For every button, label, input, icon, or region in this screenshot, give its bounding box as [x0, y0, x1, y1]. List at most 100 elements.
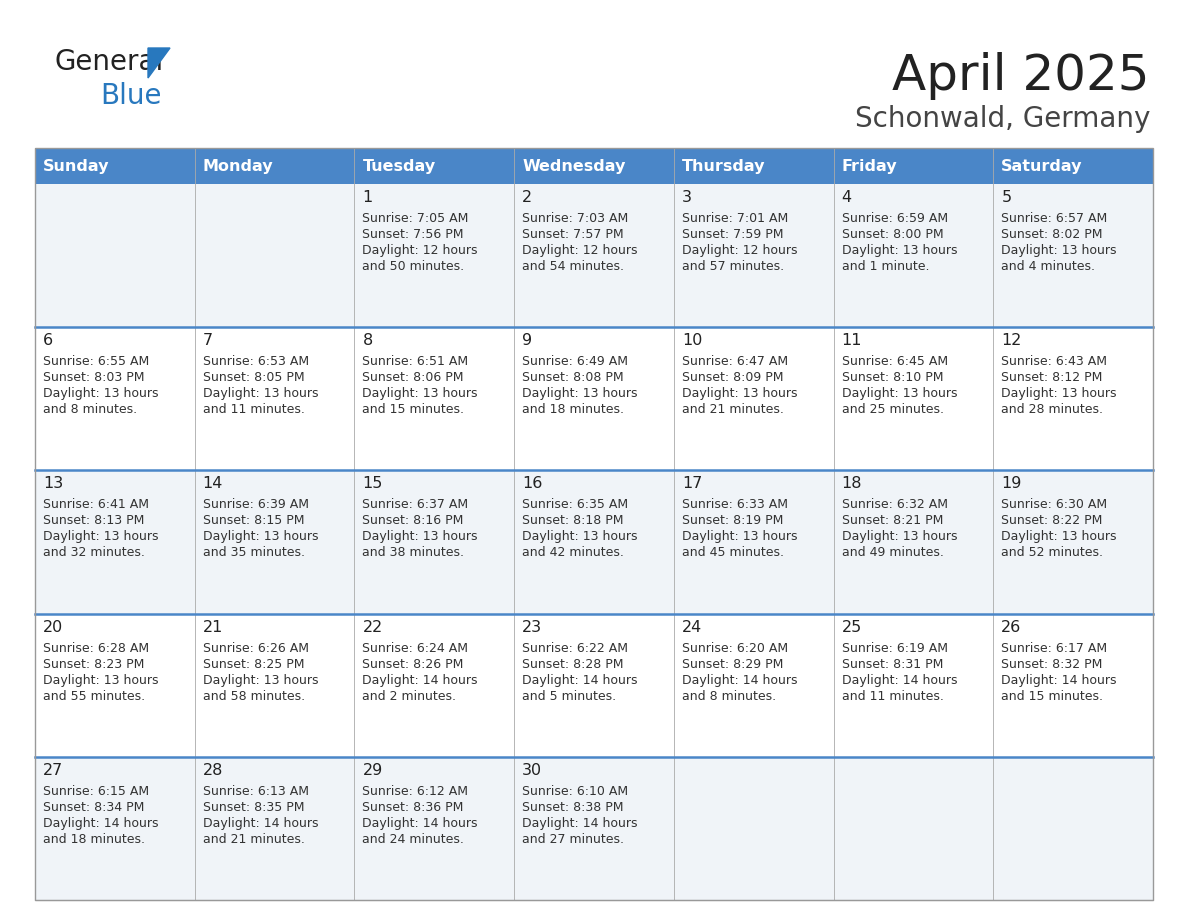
- Text: Daylight: 13 hours: Daylight: 13 hours: [841, 531, 958, 543]
- Text: Daylight: 13 hours: Daylight: 13 hours: [362, 531, 478, 543]
- Text: Sunset: 8:10 PM: Sunset: 8:10 PM: [841, 371, 943, 385]
- Text: Sunset: 8:15 PM: Sunset: 8:15 PM: [203, 514, 304, 528]
- Text: and 54 minutes.: and 54 minutes.: [523, 260, 624, 273]
- Text: 17: 17: [682, 476, 702, 491]
- Text: Sunrise: 6:39 AM: Sunrise: 6:39 AM: [203, 498, 309, 511]
- Text: and 57 minutes.: and 57 minutes.: [682, 260, 784, 273]
- Text: and 28 minutes.: and 28 minutes.: [1001, 403, 1104, 416]
- Text: Sunset: 8:23 PM: Sunset: 8:23 PM: [43, 657, 145, 671]
- Text: Daylight: 13 hours: Daylight: 13 hours: [841, 387, 958, 400]
- Bar: [34, 184, 1154, 327]
- Text: Daylight: 14 hours: Daylight: 14 hours: [362, 817, 478, 830]
- Bar: [674, 148, 834, 184]
- Text: Sunset: 8:19 PM: Sunset: 8:19 PM: [682, 514, 783, 528]
- Text: and 8 minutes.: and 8 minutes.: [682, 689, 776, 702]
- Text: Daylight: 13 hours: Daylight: 13 hours: [1001, 531, 1117, 543]
- Text: 24: 24: [682, 620, 702, 634]
- Text: Sunrise: 6:12 AM: Sunrise: 6:12 AM: [362, 785, 468, 798]
- Bar: [514, 148, 674, 184]
- Text: Sunday: Sunday: [43, 159, 109, 174]
- Text: 23: 23: [523, 620, 542, 634]
- Text: Sunset: 8:06 PM: Sunset: 8:06 PM: [362, 371, 465, 385]
- Text: Sunrise: 6:49 AM: Sunrise: 6:49 AM: [523, 355, 628, 368]
- Text: 11: 11: [841, 333, 862, 348]
- Text: Daylight: 13 hours: Daylight: 13 hours: [203, 531, 318, 543]
- Text: Daylight: 13 hours: Daylight: 13 hours: [1001, 387, 1117, 400]
- Text: Sunrise: 6:24 AM: Sunrise: 6:24 AM: [362, 642, 468, 655]
- Text: 1: 1: [362, 190, 373, 205]
- Text: Sunrise: 6:37 AM: Sunrise: 6:37 AM: [362, 498, 468, 511]
- Text: and 25 minutes.: and 25 minutes.: [841, 403, 943, 416]
- Text: Daylight: 14 hours: Daylight: 14 hours: [523, 674, 638, 687]
- Text: Daylight: 13 hours: Daylight: 13 hours: [43, 531, 158, 543]
- Text: Sunrise: 6:57 AM: Sunrise: 6:57 AM: [1001, 212, 1107, 225]
- Text: Sunrise: 6:20 AM: Sunrise: 6:20 AM: [682, 642, 788, 655]
- Text: Sunrise: 6:28 AM: Sunrise: 6:28 AM: [43, 642, 150, 655]
- Text: and 32 minutes.: and 32 minutes.: [43, 546, 145, 559]
- Text: Sunrise: 6:43 AM: Sunrise: 6:43 AM: [1001, 355, 1107, 368]
- Text: Sunrise: 6:10 AM: Sunrise: 6:10 AM: [523, 785, 628, 798]
- Text: and 11 minutes.: and 11 minutes.: [841, 689, 943, 702]
- Text: 8: 8: [362, 333, 373, 348]
- Text: Daylight: 13 hours: Daylight: 13 hours: [841, 244, 958, 257]
- Text: Sunset: 8:28 PM: Sunset: 8:28 PM: [523, 657, 624, 671]
- Text: Daylight: 14 hours: Daylight: 14 hours: [43, 817, 158, 830]
- Text: Daylight: 13 hours: Daylight: 13 hours: [43, 387, 158, 400]
- Text: April 2025: April 2025: [892, 52, 1150, 100]
- Text: 25: 25: [841, 620, 861, 634]
- Text: 19: 19: [1001, 476, 1022, 491]
- Text: Sunrise: 7:01 AM: Sunrise: 7:01 AM: [682, 212, 788, 225]
- Text: Sunrise: 7:05 AM: Sunrise: 7:05 AM: [362, 212, 469, 225]
- Text: and 49 minutes.: and 49 minutes.: [841, 546, 943, 559]
- Text: and 4 minutes.: and 4 minutes.: [1001, 260, 1095, 273]
- Text: Schonwald, Germany: Schonwald, Germany: [854, 105, 1150, 133]
- Bar: [195, 148, 354, 184]
- Text: and 21 minutes.: and 21 minutes.: [682, 403, 784, 416]
- Text: and 24 minutes.: and 24 minutes.: [362, 833, 465, 845]
- Text: 18: 18: [841, 476, 862, 491]
- Text: Monday: Monday: [203, 159, 273, 174]
- Text: and 11 minutes.: and 11 minutes.: [203, 403, 304, 416]
- Text: 16: 16: [523, 476, 543, 491]
- Text: 30: 30: [523, 763, 542, 778]
- Text: and 5 minutes.: and 5 minutes.: [523, 689, 617, 702]
- Text: Tuesday: Tuesday: [362, 159, 436, 174]
- Text: Blue: Blue: [100, 82, 162, 110]
- Text: Sunset: 8:18 PM: Sunset: 8:18 PM: [523, 514, 624, 528]
- Text: Sunset: 8:29 PM: Sunset: 8:29 PM: [682, 657, 783, 671]
- Text: and 35 minutes.: and 35 minutes.: [203, 546, 304, 559]
- Text: Sunset: 7:56 PM: Sunset: 7:56 PM: [362, 228, 465, 241]
- Text: and 42 minutes.: and 42 minutes.: [523, 546, 624, 559]
- Text: Daylight: 13 hours: Daylight: 13 hours: [362, 387, 478, 400]
- Text: 22: 22: [362, 620, 383, 634]
- Text: 6: 6: [43, 333, 53, 348]
- Text: Sunrise: 6:17 AM: Sunrise: 6:17 AM: [1001, 642, 1107, 655]
- Text: Daylight: 13 hours: Daylight: 13 hours: [523, 387, 638, 400]
- Bar: [34, 148, 195, 184]
- Text: 7: 7: [203, 333, 213, 348]
- Text: Daylight: 14 hours: Daylight: 14 hours: [841, 674, 958, 687]
- Text: and 45 minutes.: and 45 minutes.: [682, 546, 784, 559]
- Text: and 50 minutes.: and 50 minutes.: [362, 260, 465, 273]
- Text: Sunset: 8:22 PM: Sunset: 8:22 PM: [1001, 514, 1102, 528]
- Text: Sunset: 8:16 PM: Sunset: 8:16 PM: [362, 514, 463, 528]
- Text: Sunrise: 6:45 AM: Sunrise: 6:45 AM: [841, 355, 948, 368]
- Text: Daylight: 14 hours: Daylight: 14 hours: [203, 817, 318, 830]
- Text: 26: 26: [1001, 620, 1022, 634]
- Text: Daylight: 13 hours: Daylight: 13 hours: [682, 387, 797, 400]
- Text: Sunrise: 6:41 AM: Sunrise: 6:41 AM: [43, 498, 148, 511]
- Text: and 27 minutes.: and 27 minutes.: [523, 833, 624, 845]
- Text: and 15 minutes.: and 15 minutes.: [1001, 689, 1104, 702]
- Text: Daylight: 14 hours: Daylight: 14 hours: [1001, 674, 1117, 687]
- Text: Daylight: 13 hours: Daylight: 13 hours: [43, 674, 158, 687]
- Text: 12: 12: [1001, 333, 1022, 348]
- Text: Sunset: 8:38 PM: Sunset: 8:38 PM: [523, 800, 624, 813]
- Text: and 1 minute.: and 1 minute.: [841, 260, 929, 273]
- Text: Sunrise: 6:15 AM: Sunrise: 6:15 AM: [43, 785, 150, 798]
- Text: and 2 minutes.: and 2 minutes.: [362, 689, 456, 702]
- Text: Sunset: 8:13 PM: Sunset: 8:13 PM: [43, 514, 145, 528]
- Text: Sunset: 8:03 PM: Sunset: 8:03 PM: [43, 371, 145, 385]
- Text: Sunrise: 6:51 AM: Sunrise: 6:51 AM: [362, 355, 468, 368]
- Text: Sunrise: 7:03 AM: Sunrise: 7:03 AM: [523, 212, 628, 225]
- Text: 28: 28: [203, 763, 223, 778]
